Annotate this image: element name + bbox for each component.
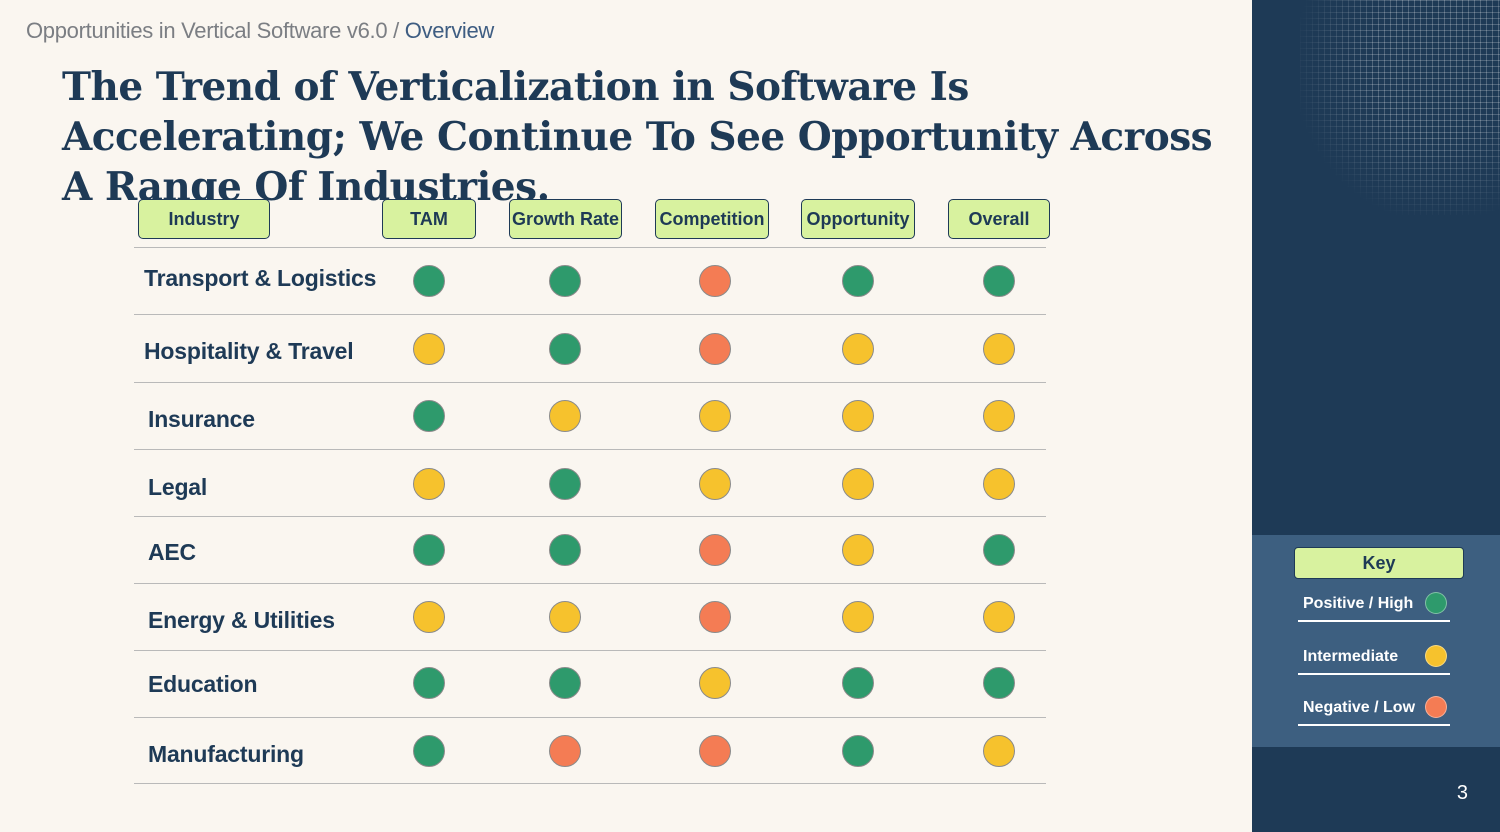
row-divider: [134, 247, 1046, 248]
rating-dot-positive: [983, 534, 1015, 566]
grid-decoration: [1300, 0, 1500, 215]
breadcrumb-root: Opportunities in Vertical Software v6.0: [26, 18, 388, 43]
rating-dot-intermediate: [842, 534, 874, 566]
key-label: Negative / Low: [1303, 699, 1416, 716]
rating-dot-positive: [549, 667, 581, 699]
sidebar-panel: Key Positive / High Intermediate Negative …: [1252, 0, 1500, 832]
rating-dot-positive: [413, 667, 445, 699]
page-number: 3: [1456, 782, 1468, 804]
rating-dot-positive: [413, 265, 445, 297]
rating-dot-intermediate: [983, 400, 1015, 432]
rating-dot-positive: [413, 534, 445, 566]
rating-dot-intermediate: [413, 333, 445, 365]
rating-dot-negative: [699, 735, 731, 767]
row-divider: [134, 449, 1046, 450]
rating-dot-negative: [699, 534, 731, 566]
rating-dot-intermediate: [549, 400, 581, 432]
rating-dot-intermediate: [413, 468, 445, 500]
row-divider: [134, 382, 1046, 383]
industry-label: AEC: [148, 539, 196, 565]
industry-label: Insurance: [148, 406, 255, 432]
column-header-overall: Overall: [948, 199, 1050, 239]
industry-label: Legal: [148, 474, 208, 500]
rating-dot-negative: [699, 601, 731, 633]
rating-dot-positive: [842, 265, 874, 297]
rating-dot-negative: [699, 333, 731, 365]
row-divider: [134, 717, 1046, 718]
rating-dot-positive: [413, 735, 445, 767]
rating-dot-positive: [842, 667, 874, 699]
rating-dot-negative: [699, 265, 731, 297]
rating-dot-intermediate: [983, 735, 1015, 767]
industry-label: Energy & Utilities: [148, 607, 335, 633]
industry-label: Transport & Logistics: [144, 265, 377, 291]
rating-dot-positive: [549, 333, 581, 365]
row-divider: [134, 783, 1046, 784]
rating-dot-intermediate: [699, 400, 731, 432]
row-divider: [134, 314, 1046, 315]
key-panel: Key Positive / High Intermediate Negative …: [1252, 535, 1500, 747]
key-label: Intermediate: [1303, 648, 1399, 665]
industry-label: Hospitality & Travel: [144, 338, 354, 364]
row-divider: [134, 583, 1046, 584]
page-title: The Trend of Verticalization in Software…: [62, 64, 1213, 210]
industry-label: Education: [148, 671, 258, 697]
column-header-industry: Industry: [138, 199, 270, 239]
breadcrumb-current: Overview: [404, 18, 495, 43]
rating-dot-positive: [549, 468, 581, 500]
rating-dot-positive: [842, 735, 874, 767]
rating-dot-intermediate: [842, 468, 874, 500]
rating-dot-negative: [549, 735, 581, 767]
rating-dot-positive: [983, 265, 1015, 297]
row-divider: [134, 516, 1046, 517]
key-item-negative: Negative / Low: [1298, 696, 1450, 726]
rating-dot-positive: [549, 534, 581, 566]
column-header-competition: Competition: [655, 199, 769, 239]
key-title: Key: [1294, 547, 1464, 579]
rating-dot-intermediate: [842, 333, 874, 365]
key-item-intermediate: Intermediate: [1298, 645, 1450, 675]
rating-dot-positive: [983, 667, 1015, 699]
rating-dot-intermediate: [983, 468, 1015, 500]
rating-dot-intermediate: [549, 601, 581, 633]
rating-dot-intermediate: [983, 333, 1015, 365]
rating-dot-positive: [549, 265, 581, 297]
key-dot-negative: [1425, 696, 1447, 718]
column-header-growth-rate: Growth Rate: [509, 199, 622, 239]
rating-dot-positive: [413, 400, 445, 432]
rating-dot-intermediate: [842, 400, 874, 432]
rating-dot-intermediate: [413, 601, 445, 633]
key-label: Positive / High: [1303, 595, 1414, 612]
row-divider: [134, 650, 1046, 651]
key-dot-intermediate: [1425, 645, 1447, 667]
key-item-positive: Positive / High: [1298, 592, 1450, 622]
breadcrumb-separator: /: [393, 18, 399, 43]
industry-label: Manufacturing: [148, 741, 304, 767]
rating-dot-intermediate: [983, 601, 1015, 633]
key-dot-positive: [1425, 592, 1447, 614]
rating-dot-intermediate: [699, 667, 731, 699]
rating-dot-intermediate: [842, 601, 874, 633]
column-header-tam: TAM: [382, 199, 476, 239]
column-header-opportunity: Opportunity: [801, 199, 915, 239]
rating-dot-intermediate: [699, 468, 731, 500]
breadcrumb: Opportunities in Vertical Software v6.0 …: [26, 18, 494, 44]
